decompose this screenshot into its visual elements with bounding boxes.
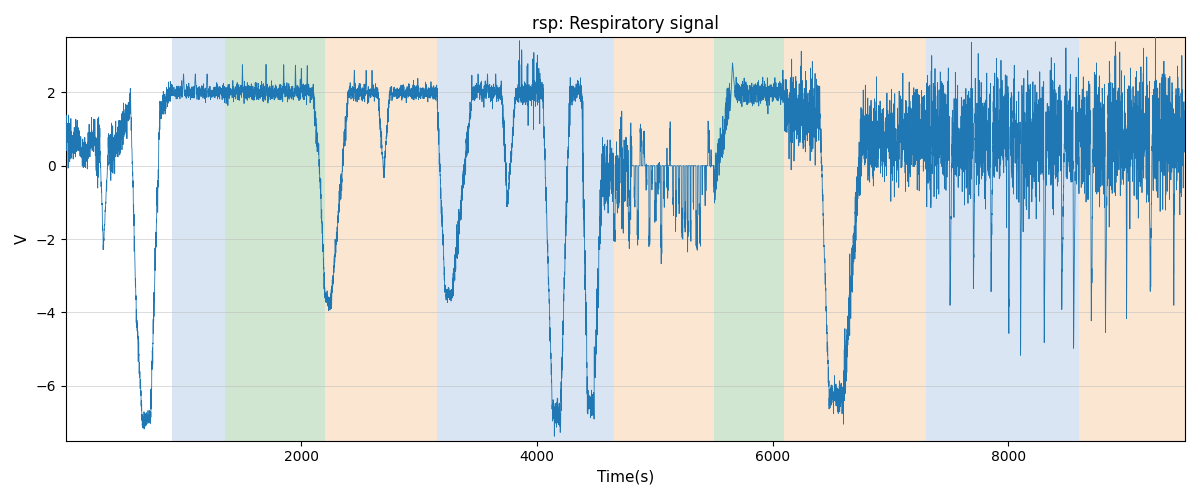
Bar <box>325 38 437 440</box>
Bar <box>437 38 613 440</box>
Y-axis label: V: V <box>16 234 30 244</box>
Bar <box>224 38 325 440</box>
Bar <box>785 38 926 440</box>
Bar <box>172 38 224 440</box>
Bar <box>1079 38 1186 440</box>
Bar <box>714 38 785 440</box>
Title: rsp: Respiratory signal: rsp: Respiratory signal <box>532 15 719 33</box>
Bar <box>613 38 714 440</box>
X-axis label: Time(s): Time(s) <box>596 470 654 485</box>
Bar <box>926 38 1079 440</box>
